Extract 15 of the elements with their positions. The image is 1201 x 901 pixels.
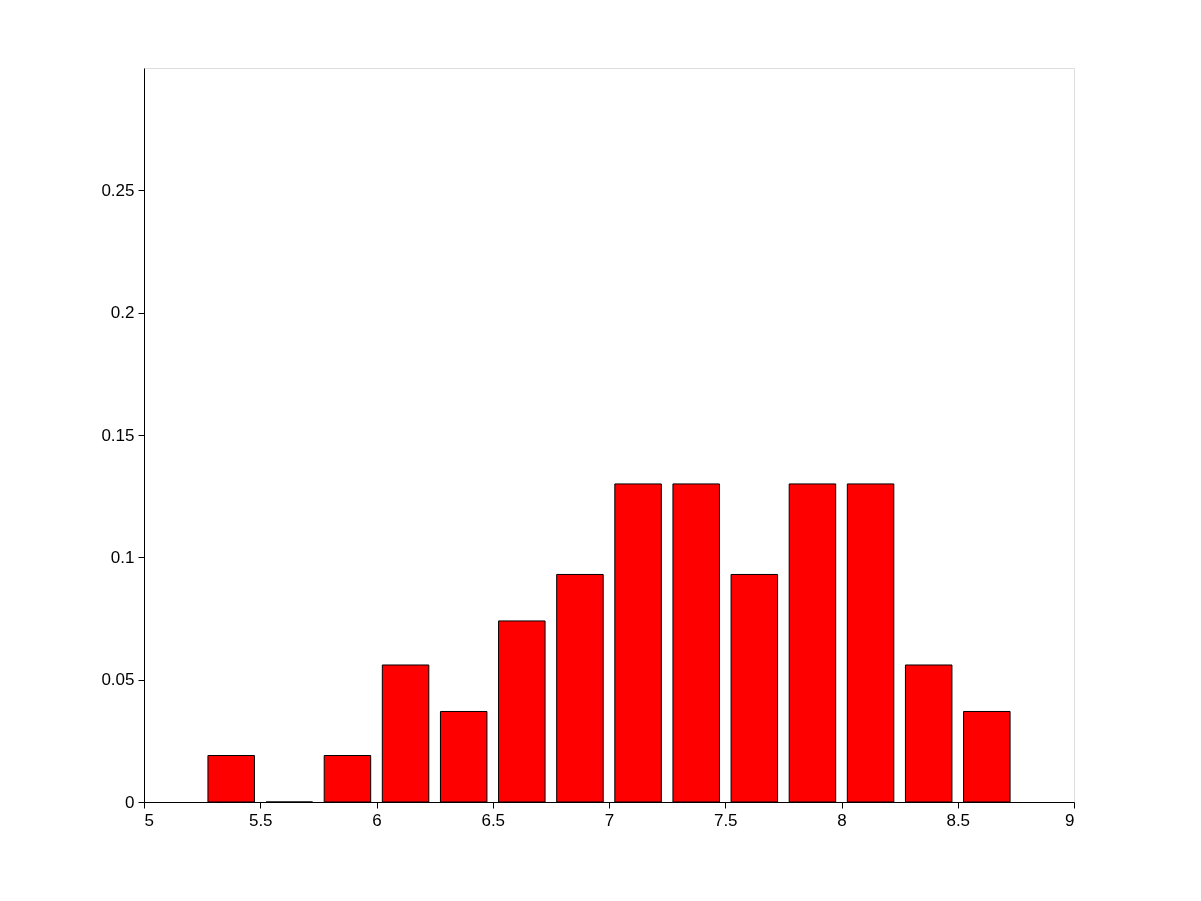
- y-tick-label: 0.25: [101, 180, 135, 200]
- x-tick-label: 6: [372, 810, 382, 830]
- x-tick-label: 5.5: [248, 810, 273, 830]
- y-tick-label: 0.05: [101, 670, 135, 690]
- x-tick-label: 6.5: [481, 810, 506, 830]
- y-tick-label: 0.2: [110, 303, 135, 323]
- x-tick-label: 7.5: [713, 810, 738, 830]
- x-tick-label: 7: [604, 810, 615, 830]
- x-tick-label: 9: [1065, 810, 1075, 830]
- x-tick-label: 8.5: [946, 810, 971, 830]
- x-tick-label: 8: [837, 810, 847, 830]
- y-tick-label: 0.15: [101, 425, 135, 445]
- x-tick-label: 5: [144, 810, 154, 830]
- y-tick-label: 0.1: [110, 547, 135, 567]
- y-tick-label: 0: [125, 792, 135, 812]
